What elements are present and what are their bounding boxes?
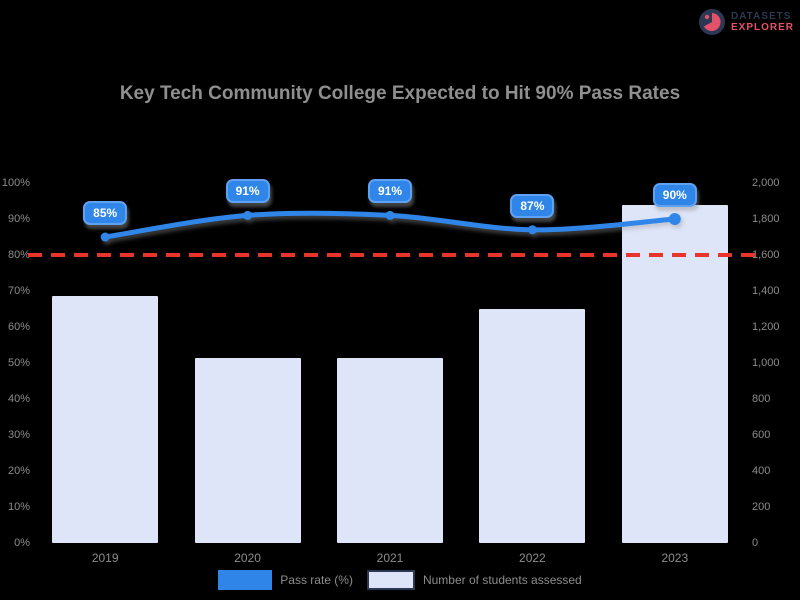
y-axis-tick-left: 100% (1, 177, 30, 189)
x-axis-tick: 2022 (519, 551, 546, 565)
value-badge-2022: 87% (510, 193, 555, 218)
legend: Pass rate (%) Number of students assesse… (0, 570, 800, 590)
bar-2022 (479, 309, 586, 543)
brand-logo[interactable]: DATASETS EXPLORER (698, 8, 794, 36)
y-axis-tick-right: 1,000 (752, 357, 780, 369)
bar-2023 (621, 204, 728, 543)
y-axis-tick-left: 50% (7, 357, 30, 369)
legend-item-line[interactable]: Pass rate (%) (218, 570, 353, 590)
legend-label-bar: Number of students assessed (422, 573, 582, 587)
y-axis-tick-right: 800 (752, 393, 771, 405)
y-axis-tick-right: 200 (752, 501, 771, 513)
x-axis-tick: 2020 (234, 551, 261, 565)
y-axis-tick-right: 1,200 (752, 321, 780, 333)
y-axis-tick-left: 0% (14, 537, 30, 549)
x-axis-tick: 2019 (91, 551, 119, 565)
y-axis-tick-left: 30% (7, 429, 30, 441)
legend-swatch-line (218, 570, 273, 590)
x-axis-tick: 2021 (376, 551, 404, 565)
bar-2020 (194, 357, 301, 543)
y-axis-tick-right: 400 (752, 465, 771, 477)
y-axis-tick-right: 0 (752, 537, 759, 549)
y-axis-tick-left: 10% (7, 501, 30, 513)
y-axis-tick-left: 80% (7, 249, 30, 261)
y-axis-tick-right: 2,000 (752, 177, 780, 189)
y-axis-tick-right: 600 (752, 429, 771, 441)
data-point-2022 (527, 225, 537, 235)
data-point-2023 (668, 213, 681, 225)
y-axis-tick-right: 1,800 (752, 213, 780, 225)
brand-icon (698, 9, 725, 35)
brand-line2: EXPLORER (730, 22, 794, 33)
value-badge-2021: 91% (367, 179, 413, 204)
y-axis-tick-left: 70% (7, 285, 30, 297)
x-axis-tick: 2023 (661, 551, 689, 565)
data-point-2019 (100, 232, 110, 242)
y-axis-tick-left: 60% (7, 321, 30, 333)
y-axis-tick-right: 1,600 (752, 249, 780, 261)
y-axis-tick-right: 1,400 (752, 285, 780, 297)
brand-name: DATASETS EXPLORER (731, 11, 794, 33)
value-badge-2019: 85% (83, 201, 128, 225)
bar-2021 (337, 357, 443, 543)
data-point-2020 (243, 210, 253, 220)
bar-2019 (52, 296, 159, 543)
value-badge-2020: 91% (225, 179, 270, 204)
line-series (100, 210, 681, 242)
brand-line1: DATASETS (730, 11, 792, 22)
y-axis-tick-left: 20% (7, 465, 30, 477)
y-axis-tick-left: 90% (7, 213, 30, 225)
value-badge-2023: 90% (652, 183, 697, 207)
y-axis-tick-left: 40% (7, 393, 30, 405)
data-point-2021 (385, 210, 395, 220)
legend-item-bar[interactable]: Number of students assessed (366, 570, 582, 590)
chart-title: Key Tech Community College Expected to H… (119, 83, 681, 104)
legend-label-line: Pass rate (%) (280, 573, 353, 587)
target-line (28, 253, 758, 257)
legend-swatch-bar (366, 570, 415, 590)
